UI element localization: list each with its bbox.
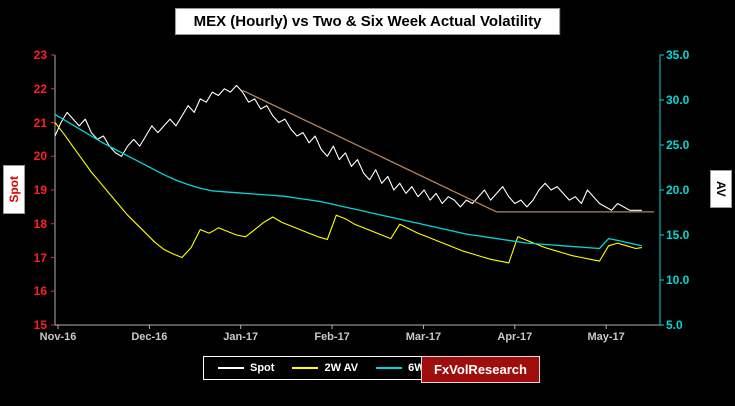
left-tick-label: 18 [33, 216, 47, 231]
legend: Spot 2W AV 6Wk [203, 356, 446, 380]
left-axis-title: Spot [3, 165, 25, 214]
plot-area [51, 54, 664, 329]
series-spot [54, 84, 642, 211]
x-tick-label: Feb-17 [314, 331, 350, 343]
x-tick-label: Nov-16 [39, 331, 77, 343]
x-tick-label: Apr-17 [497, 331, 533, 343]
x-tick-label: Mar-17 [405, 331, 442, 343]
x-tick-label: May-17 [587, 331, 625, 343]
right-axis-title-text: AV [714, 181, 728, 197]
legend-swatch [218, 367, 244, 369]
legend-label: 2W AV [324, 362, 359, 374]
right-tick-label: 25.0 [666, 138, 690, 152]
right-tick-label: 10.0 [666, 273, 690, 287]
chart-canvas [51, 54, 664, 329]
left-tick-label: 23 [33, 48, 47, 62]
brand-badge: FxVolResearch [421, 356, 540, 383]
right-tick-label: 15.0 [666, 228, 690, 242]
legend-swatch [292, 367, 319, 369]
series-6wk [54, 113, 643, 250]
right-tick-label: 20.0 [666, 183, 690, 197]
left-tick-label: 19 [33, 183, 47, 197]
left-tick-label: 21 [33, 115, 47, 130]
left-tick-label: 16 [33, 284, 47, 299]
right-tick-label: 35.0 [666, 48, 690, 62]
right-tick-label: 30.0 [666, 93, 690, 107]
left-tick-label: 17 [33, 250, 47, 265]
left-tick-label: 20 [33, 149, 47, 164]
legend-label: Spot [250, 362, 275, 374]
series-trendline [242, 89, 654, 213]
left-tick-label: 15 [33, 318, 47, 332]
series-2w-av [54, 122, 642, 264]
x-tick-label: Jan-17 [223, 331, 259, 343]
x-tick-label: Dec-16 [131, 331, 168, 343]
chart-title: MEX (Hourly) vs Two & Six Week Actual Vo… [174, 8, 561, 35]
left-tick-label: 22 [33, 81, 47, 96]
legend-item-spot: Spot [218, 362, 274, 374]
legend-swatch [376, 367, 403, 369]
right-tick-label: 5.0 [666, 318, 683, 332]
right-axis-title: AV [710, 170, 732, 208]
legend-item-2w-av: 2W AV [292, 362, 358, 374]
